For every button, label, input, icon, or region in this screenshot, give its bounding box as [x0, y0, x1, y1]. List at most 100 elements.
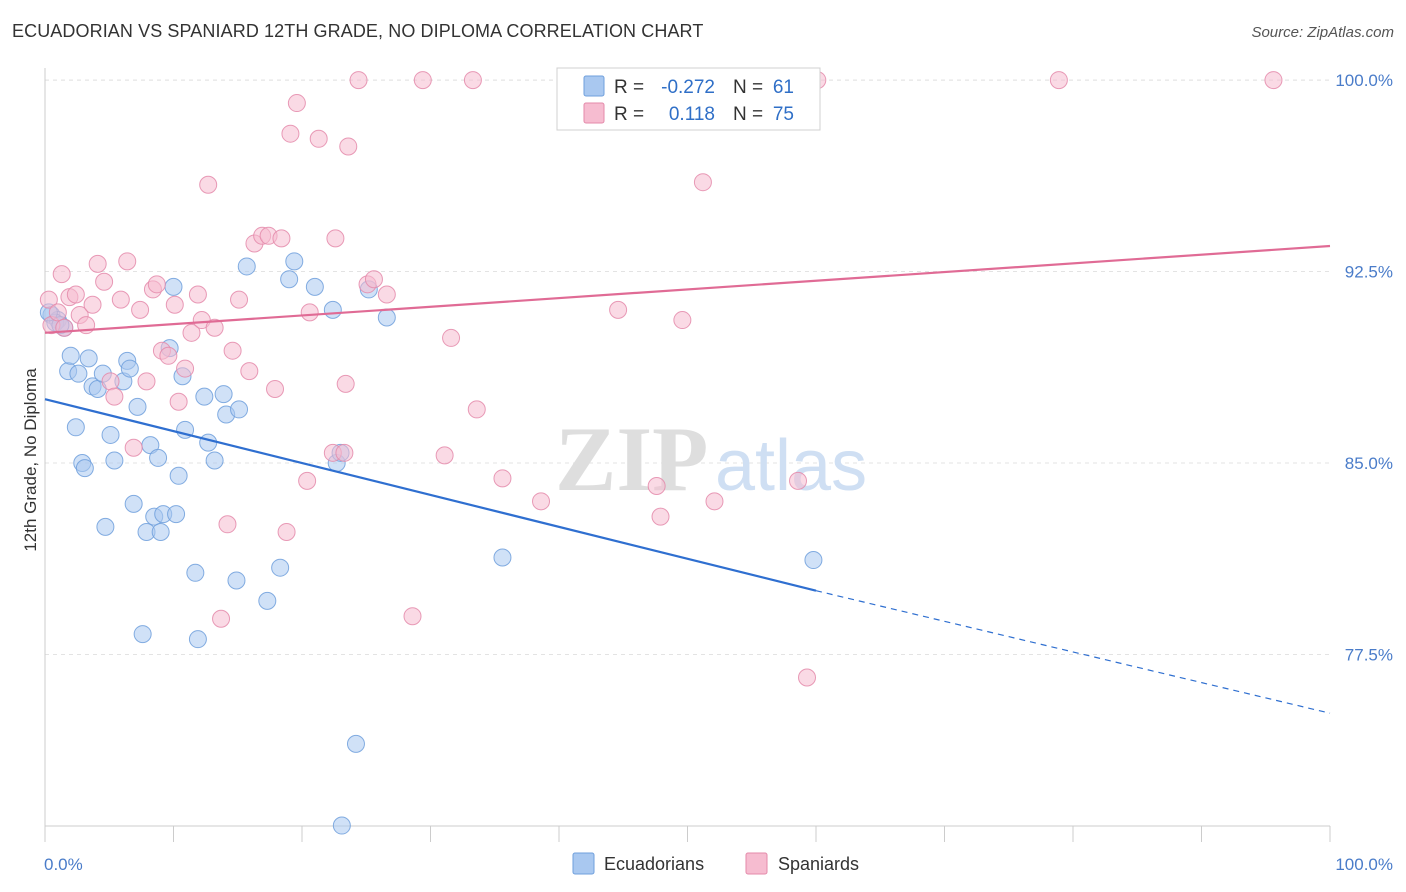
legend-r-label-spaniards: R =	[614, 104, 644, 125]
y-tick-label-3: 100.0%	[1335, 71, 1393, 90]
legend-n-label-ecuadorians: N =	[733, 77, 763, 98]
legend-n-value-ecuadorians: 61	[773, 77, 794, 98]
spaniard-point-65	[609, 300, 628, 319]
ecuadorian-point-36	[188, 630, 207, 649]
x-tick-labels: 0.0% 100.0%	[44, 855, 1393, 874]
ecuadorian-point-38	[199, 433, 218, 452]
ecuadorian-point-21	[128, 397, 147, 416]
spaniard-point-42	[281, 124, 300, 143]
ecuadorian-point-10	[79, 349, 98, 368]
spaniard-point-50	[336, 374, 355, 393]
spaniard-point-18	[137, 372, 156, 391]
spaniard-point-32	[218, 515, 237, 534]
spaniard-point-44	[298, 471, 317, 490]
spaniard-point-33	[223, 341, 242, 360]
bottom-legend-ecuadorians: Ecuadorians	[604, 854, 704, 874]
bottom-legend: Ecuadorians Spaniards	[572, 852, 859, 875]
spaniard-point-41	[277, 522, 296, 541]
trend-lines	[44, 244, 1331, 714]
ecuadorian-point-48	[285, 252, 304, 271]
bottom-legend-spaniards: Spaniards	[778, 854, 859, 874]
spaniard-point-25	[176, 359, 195, 378]
watermark: ZIP atlas	[555, 408, 867, 510]
spaniard-point-75	[1049, 71, 1068, 90]
ecuadorian-point-9	[75, 459, 94, 478]
ecuadorian-point-31	[167, 505, 186, 524]
spaniard-point-46	[309, 129, 328, 148]
spaniard-point-27	[188, 285, 207, 304]
legend-r-value-spaniards: 0.118	[669, 104, 715, 125]
spaniard-point-6	[66, 285, 85, 304]
x-tick-label-0: 0.0%	[44, 855, 83, 874]
bottom-legend-swatch-ecuadorians	[572, 852, 595, 875]
legend-swatch-ecuadorians	[583, 75, 605, 97]
spaniard-point-43	[287, 94, 306, 113]
ecuadorian-point-14	[96, 517, 115, 536]
ecuadorian-point-40	[214, 385, 233, 404]
spaniard-point-57	[413, 71, 432, 90]
y-tick-labels: 77.5% 85.0% 92.5% 100.0%	[1335, 71, 1393, 664]
ecuadorian-point-26	[149, 448, 168, 467]
spaniard-point-2	[48, 303, 67, 322]
spaniard-point-66	[647, 477, 666, 496]
legend-n-label-spaniards: N =	[733, 104, 763, 125]
spaniard-point-58	[435, 446, 454, 465]
legend-swatch-spaniards	[583, 102, 605, 124]
x-tick-label-1: 100.0%	[1335, 855, 1393, 874]
spaniard-point-71	[705, 492, 724, 511]
spaniard-point-39	[266, 379, 285, 398]
ecuadorian-point-32	[169, 466, 188, 485]
series-ecuadorians-points	[39, 252, 823, 835]
ecuadorian-point-16	[105, 451, 124, 470]
spaniard-point-52	[349, 71, 368, 90]
spaniard-point-30	[205, 318, 224, 337]
series-spaniards-points	[39, 71, 1283, 687]
ecuadorian-point-5	[61, 346, 80, 365]
spaniard-point-73	[798, 668, 817, 687]
ecuadorian-point-37	[195, 387, 214, 406]
spaniard-point-23	[165, 295, 184, 314]
spaniard-point-16	[124, 438, 143, 457]
watermark-atlas: atlas	[715, 426, 867, 506]
spaniard-point-10	[88, 254, 107, 273]
spaniard-point-49	[335, 443, 354, 462]
legend-n-value-spaniards: 75	[773, 104, 794, 125]
spaniard-point-70	[693, 173, 712, 192]
watermark-zip: ZIP	[555, 408, 708, 510]
spaniard-point-14	[111, 290, 130, 309]
trend-line-spaniards	[44, 244, 1331, 334]
spaniard-point-9	[83, 295, 102, 314]
bottom-legend-swatch-spaniards	[745, 852, 768, 875]
spaniard-point-15	[118, 252, 137, 271]
spaniard-point-12	[101, 372, 120, 391]
legend-r-label-ecuadorians: R =	[614, 77, 644, 98]
spaniard-point-4	[55, 318, 74, 337]
spaniard-point-59	[442, 328, 461, 347]
spaniard-point-20	[147, 275, 166, 294]
ecuadorian-point-39	[205, 451, 224, 470]
spaniard-point-55	[377, 285, 396, 304]
y-tick-label-2: 92.5%	[1345, 263, 1393, 282]
gridlines	[45, 79, 1330, 655]
spaniard-point-67	[651, 507, 670, 526]
spaniard-point-56	[403, 607, 422, 626]
axes	[44, 68, 1331, 842]
spaniard-point-72	[789, 471, 808, 490]
ecuadorian-point-22	[133, 625, 152, 644]
spaniard-point-26	[182, 323, 201, 342]
source-label: Source: ZipAtlas.com	[1251, 24, 1394, 41]
spaniard-point-35	[240, 362, 259, 381]
chart-title: ECUADORIAN VS SPANIARD 12TH GRADE, NO DI…	[12, 21, 704, 41]
spaniard-point-0	[39, 290, 58, 309]
ecuadorian-point-15	[101, 425, 120, 444]
ecuadorian-point-35	[186, 563, 205, 582]
ecuadorian-point-6	[66, 418, 85, 437]
spaniard-point-54	[364, 270, 383, 289]
spaniard-point-45	[300, 303, 319, 322]
ecuadorian-point-19	[120, 359, 139, 378]
ecuadorian-point-44	[237, 257, 256, 276]
ecuadorian-point-7	[69, 364, 88, 383]
spaniard-point-29	[199, 175, 218, 194]
ecuadorian-point-45	[258, 591, 277, 610]
